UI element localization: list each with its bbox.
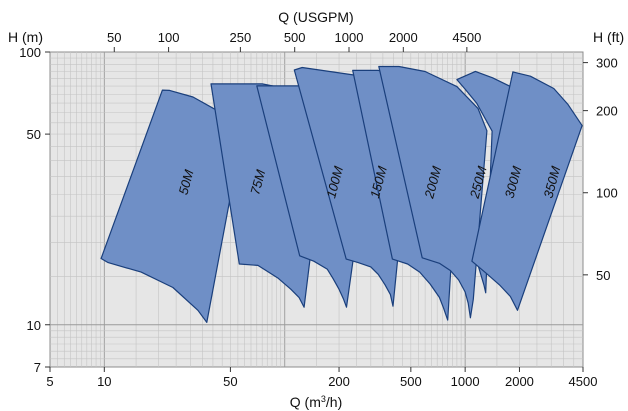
x-top-tick-label: 1000 [335, 30, 364, 45]
y-left-tick-label: 100 [19, 45, 41, 60]
x-bottom-tick-label: 5 [46, 374, 53, 389]
series-group [100, 65, 583, 323]
curve-label-75m: 75M [247, 168, 268, 196]
x-top-tick-label: 50 [107, 30, 121, 45]
y-right-tick-label: 300 [596, 56, 618, 71]
curve-label-50m: 50M [176, 168, 197, 196]
x-bottom-tick-label: 1000 [451, 374, 480, 389]
curve-50m [100, 89, 242, 323]
x-top-tick-label: 2000 [389, 30, 418, 45]
x-top-tick-label: 100 [158, 30, 180, 45]
x-bottom-tick-label: 500 [400, 374, 422, 389]
y-right-tick-label: 50 [596, 268, 610, 283]
x-top-tick-label: 250 [230, 30, 252, 45]
y-left-tick-label: 7 [34, 360, 41, 375]
axes-group: 5 10 50 200 500 1000 2000 4500 50 100 250 500 1000 20… [19, 30, 617, 389]
x-top-axis-title: Q (USGPM) [278, 9, 353, 25]
curve-250m [378, 65, 488, 319]
y-right-tick-label: 100 [596, 186, 618, 201]
x-bottom-axis-title-main: Q (m [290, 394, 321, 410]
x-bottom-axis-title: Q (m3/h) [290, 394, 342, 410]
x-top-tick-label: 500 [284, 30, 306, 45]
x-bottom-tick-label: 10 [97, 374, 111, 389]
curve-350m [471, 71, 583, 311]
x-bottom-tick-label: 50 [223, 374, 237, 389]
x-bottom-tick-label: 2000 [505, 374, 534, 389]
x-bottom-tick-label: 200 [328, 374, 350, 389]
y-left-axis-title: H (m) [8, 29, 43, 45]
y-left-tick-label: 10 [27, 318, 41, 333]
x-bottom-tick-label: 4500 [569, 374, 598, 389]
x-bottom-axis-title-rest: /h) [326, 394, 342, 410]
y-left-tick-label: 50 [27, 127, 41, 142]
x-top-tick-label: 4500 [452, 30, 481, 45]
y-right-tick-label: 200 [596, 104, 618, 119]
x-bottom-axis-title-sup: 3 [321, 394, 326, 404]
y-right-axis-title: H (ft) [593, 29, 624, 45]
